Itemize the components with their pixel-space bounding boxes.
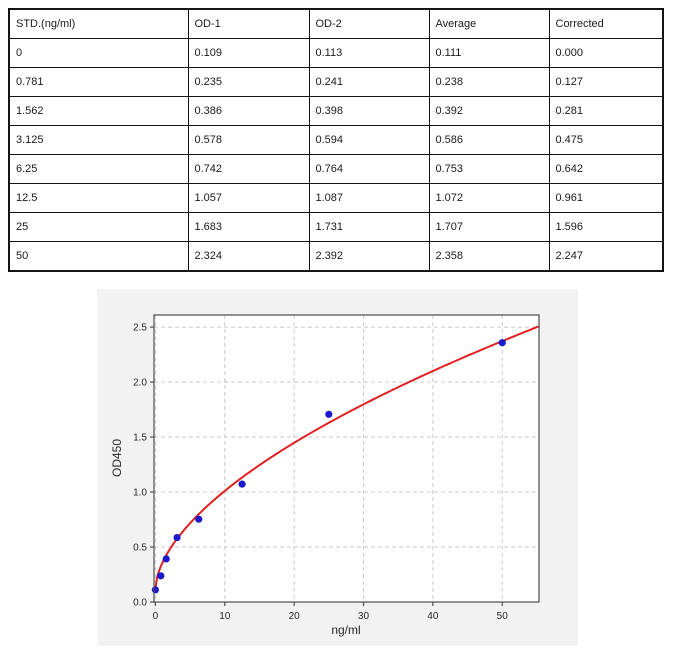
table-cell: 50 [8, 241, 189, 272]
y-axis-label: OD450 [110, 438, 124, 478]
table-cell: 0.392 [428, 96, 550, 126]
table-cell: 0.113 [308, 38, 430, 68]
table-cell: 0.594 [308, 125, 430, 155]
table-cell: 1.683 [187, 212, 310, 242]
table-row: 0.781 0.235 0.241 0.238 0.127 [8, 67, 664, 97]
data-point [195, 515, 203, 523]
standard-curve-plot: 0 10 20 30 40 50 0.0 0.5 1.0 1.5 2.0 2.5 [133, 314, 540, 622]
y-tick-label: 0.5 [133, 543, 147, 554]
table-row: 3.125 0.578 0.594 0.586 0.475 [8, 125, 664, 155]
table-cell: 0.578 [187, 125, 310, 155]
table-cell: 0.586 [428, 125, 550, 155]
data-point [498, 339, 506, 347]
table-cell: 0.235 [187, 67, 310, 97]
data-point [325, 410, 333, 418]
header-cell: Average [428, 8, 550, 39]
x-tick-label: 0 [153, 611, 159, 622]
table-cell: 2.358 [428, 241, 550, 272]
table-cell: 0.642 [548, 154, 664, 184]
data-point [151, 586, 159, 594]
table-cell: 0.753 [428, 154, 550, 184]
header-row: STD.(ng/ml) OD-1 OD-2 Average Corrected [8, 8, 664, 39]
standards-table-header: STD.(ng/ml) OD-1 OD-2 Average Corrected [8, 8, 664, 39]
table-cell: 0.241 [308, 67, 430, 97]
table-cell: 0.109 [187, 38, 310, 68]
table-row: 6.25 0.742 0.764 0.753 0.642 [8, 154, 664, 184]
data-point [162, 555, 170, 563]
table-cell: 1.072 [428, 183, 550, 213]
table-cell: 0.127 [548, 67, 664, 97]
table-cell: 1.731 [308, 212, 430, 242]
table-cell: 0.961 [548, 183, 664, 213]
table-row: 1.562 0.386 0.398 0.392 0.281 [8, 96, 664, 126]
table-cell: 0 [8, 38, 189, 68]
table-cell: 0.781 [8, 67, 189, 97]
table-cell: 6.25 [8, 154, 189, 184]
x-tick-label: 50 [497, 611, 509, 622]
table-cell: 0.111 [428, 38, 550, 68]
table-cell: 2.324 [187, 241, 310, 272]
table-cell: 0.742 [187, 154, 310, 184]
data-point [238, 480, 246, 488]
x-tick-label: 20 [289, 611, 301, 622]
table-cell: 1.707 [428, 212, 550, 242]
header-cell: OD-2 [308, 8, 430, 39]
y-tick-label: 2.0 [133, 378, 147, 389]
data-point [157, 572, 165, 580]
table-row: 12.5 1.057 1.087 1.072 0.961 [8, 183, 664, 213]
table-cell: 0.281 [548, 96, 664, 126]
table-cell: 1.057 [187, 183, 310, 213]
standards-table-body: 0 0.109 0.113 0.111 0.000 0.781 0.235 0.241 0.23… [8, 38, 664, 272]
x-tick-label: 10 [219, 611, 231, 622]
data-point [173, 533, 181, 542]
y-tick-label: 0.0 [133, 598, 147, 609]
table-cell: 2.392 [308, 241, 430, 272]
table-cell: 0.475 [548, 125, 664, 155]
header-cell: OD-1 [187, 8, 310, 39]
x-tick-label: 40 [427, 611, 439, 622]
plot-border [153, 314, 540, 603]
y-tick-label: 1.5 [133, 433, 147, 444]
table-row: 50 2.324 2.392 2.358 2.247 [8, 241, 664, 272]
table-cell: 3.125 [8, 125, 189, 155]
table-cell: 1.596 [548, 212, 664, 242]
header-cell: STD.(ng/ml) [8, 8, 189, 39]
y-tick-label: 1.0 [133, 488, 147, 499]
standards-table: STD.(ng/ml) OD-1 OD-2 Average Corrected 0 0.1… [8, 8, 664, 272]
table-cell: 1.087 [308, 183, 430, 213]
fit-curve-line [154, 325, 540, 590]
plot-area [154, 315, 539, 602]
x-tick-label: 30 [358, 611, 370, 622]
table-cell: 0.000 [548, 38, 664, 68]
table-cell: 0.764 [308, 154, 430, 184]
table-cell: 1.562 [8, 96, 189, 126]
x-axis-label: ng/ml [331, 623, 361, 637]
standard-curve-figure: 0 10 20 30 40 50 0.0 0.5 1.0 1.5 2.0 2.5 ng/ml OD45… [97, 289, 578, 646]
table-cell: 12.5 [8, 183, 189, 213]
table-cell: 0.238 [428, 67, 550, 97]
table-row: 25 1.683 1.731 1.707 1.596 [8, 212, 664, 242]
table-cell: 2.247 [548, 241, 664, 272]
table-row: 0 0.109 0.113 0.111 0.000 [8, 38, 664, 68]
table-cell: 0.398 [308, 96, 430, 126]
y-tick-label: 2.5 [133, 323, 147, 334]
header-cell: Corrected [548, 8, 664, 39]
table-cell: 0.386 [187, 96, 310, 126]
table-cell: 25 [8, 212, 189, 242]
